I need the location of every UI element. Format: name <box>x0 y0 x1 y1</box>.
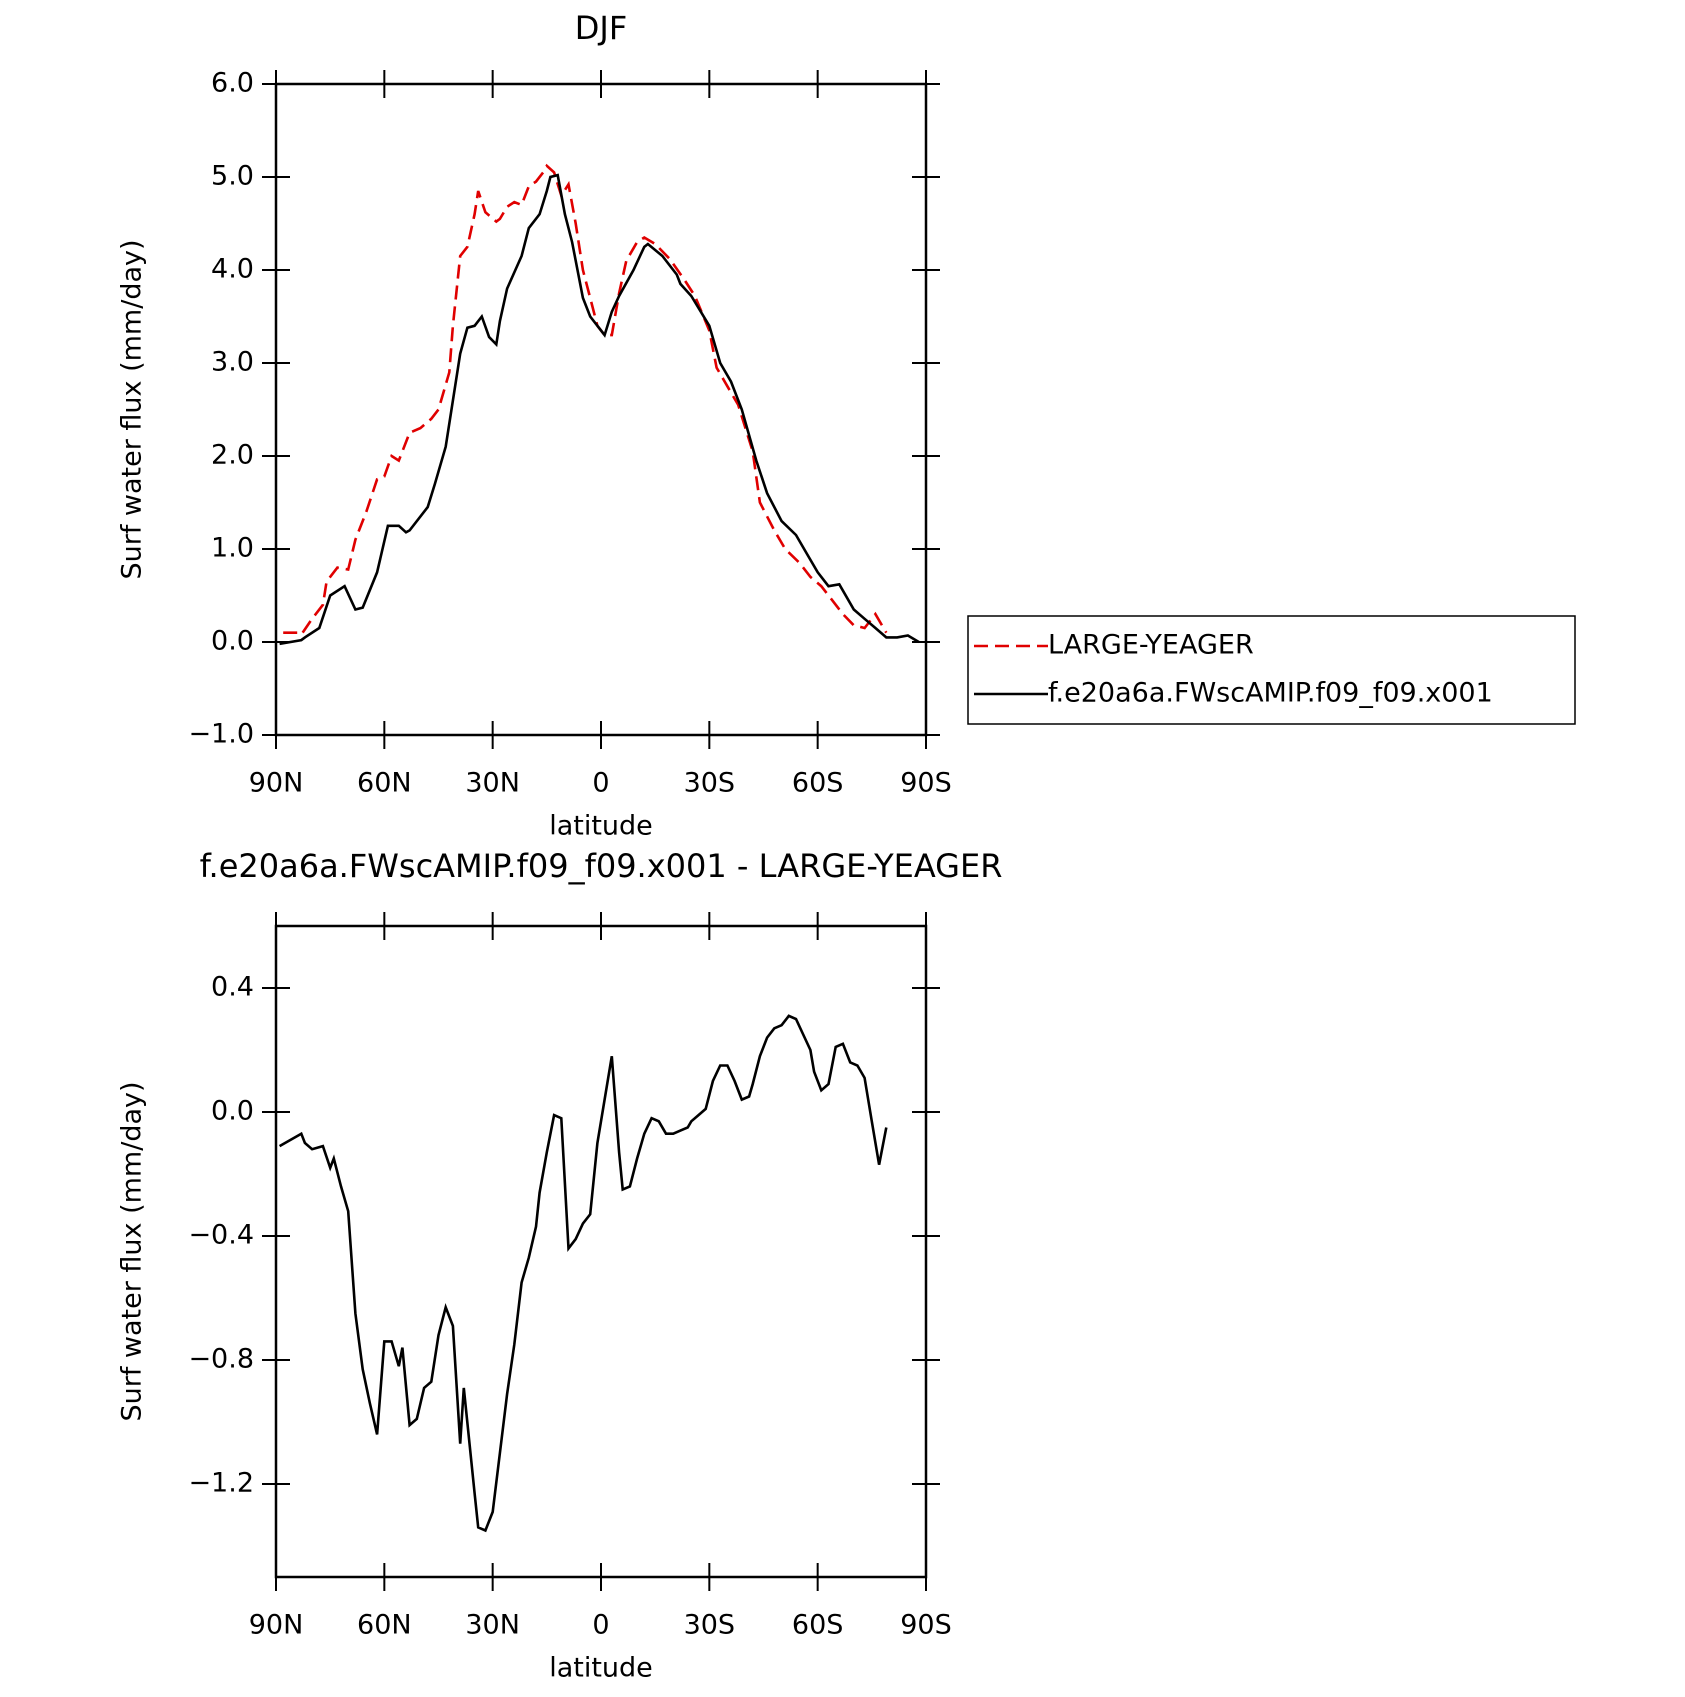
legend-box <box>967 615 1576 725</box>
y-tick-label: −1.0 <box>188 719 254 750</box>
x-tick-label: 0 <box>592 1610 609 1641</box>
x-tick-label: 90N <box>249 1610 304 1641</box>
x-axis-label: latitude <box>549 811 653 842</box>
data-line <box>279 173 920 646</box>
plot-frame <box>274 82 928 737</box>
x-tick-label: 30S <box>684 768 736 799</box>
plot-frame <box>274 924 928 1579</box>
y-axis-label: Surf water flux (mm/day) <box>117 239 148 579</box>
y-tick-label: 1.0 <box>211 533 254 564</box>
y-tick-label: 2.0 <box>211 440 254 471</box>
y-tick-label: 0.0 <box>211 626 254 657</box>
chart-title: f.e20a6a.FWscAMIP.f09_f09.x001 - LARGE-Y… <box>200 847 1003 885</box>
x-tick-label: 30S <box>684 1610 736 1641</box>
x-tick-label: 30N <box>465 768 520 799</box>
y-tick-label: −1.2 <box>188 1468 254 1499</box>
x-axis-label: latitude <box>549 1653 653 1684</box>
x-tick-label: 90N <box>249 768 304 799</box>
x-tick-label: 60N <box>357 1610 412 1641</box>
chart-title: DJF <box>575 9 627 47</box>
x-tick-label: 30N <box>465 1610 520 1641</box>
y-tick-label: 6.0 <box>211 68 254 99</box>
y-tick-label: 5.0 <box>211 161 254 192</box>
data-line <box>278 1014 888 1533</box>
y-tick-label: 0.0 <box>211 1096 254 1127</box>
y-tick-label: −0.8 <box>188 1344 254 1375</box>
x-tick-label: 0 <box>592 768 609 799</box>
data-line <box>283 163 888 637</box>
x-tick-label: 90S <box>900 1610 952 1641</box>
x-tick-label: 60S <box>792 1610 844 1641</box>
x-tick-label: 90S <box>900 768 952 799</box>
y-tick-label: −0.4 <box>188 1220 254 1251</box>
y-tick-label: 3.0 <box>211 347 254 378</box>
legend-label: f.e20a6a.FWscAMIP.f09_f09.x001 <box>1048 678 1493 709</box>
y-axis-label: Surf water flux (mm/day) <box>117 1081 148 1421</box>
x-tick-label: 60S <box>792 768 844 799</box>
legend-label: LARGE-YEAGER <box>1048 630 1254 661</box>
y-tick-label: 0.4 <box>211 972 254 1003</box>
x-tick-label: 60N <box>357 768 412 799</box>
y-tick-label: 4.0 <box>211 254 254 285</box>
